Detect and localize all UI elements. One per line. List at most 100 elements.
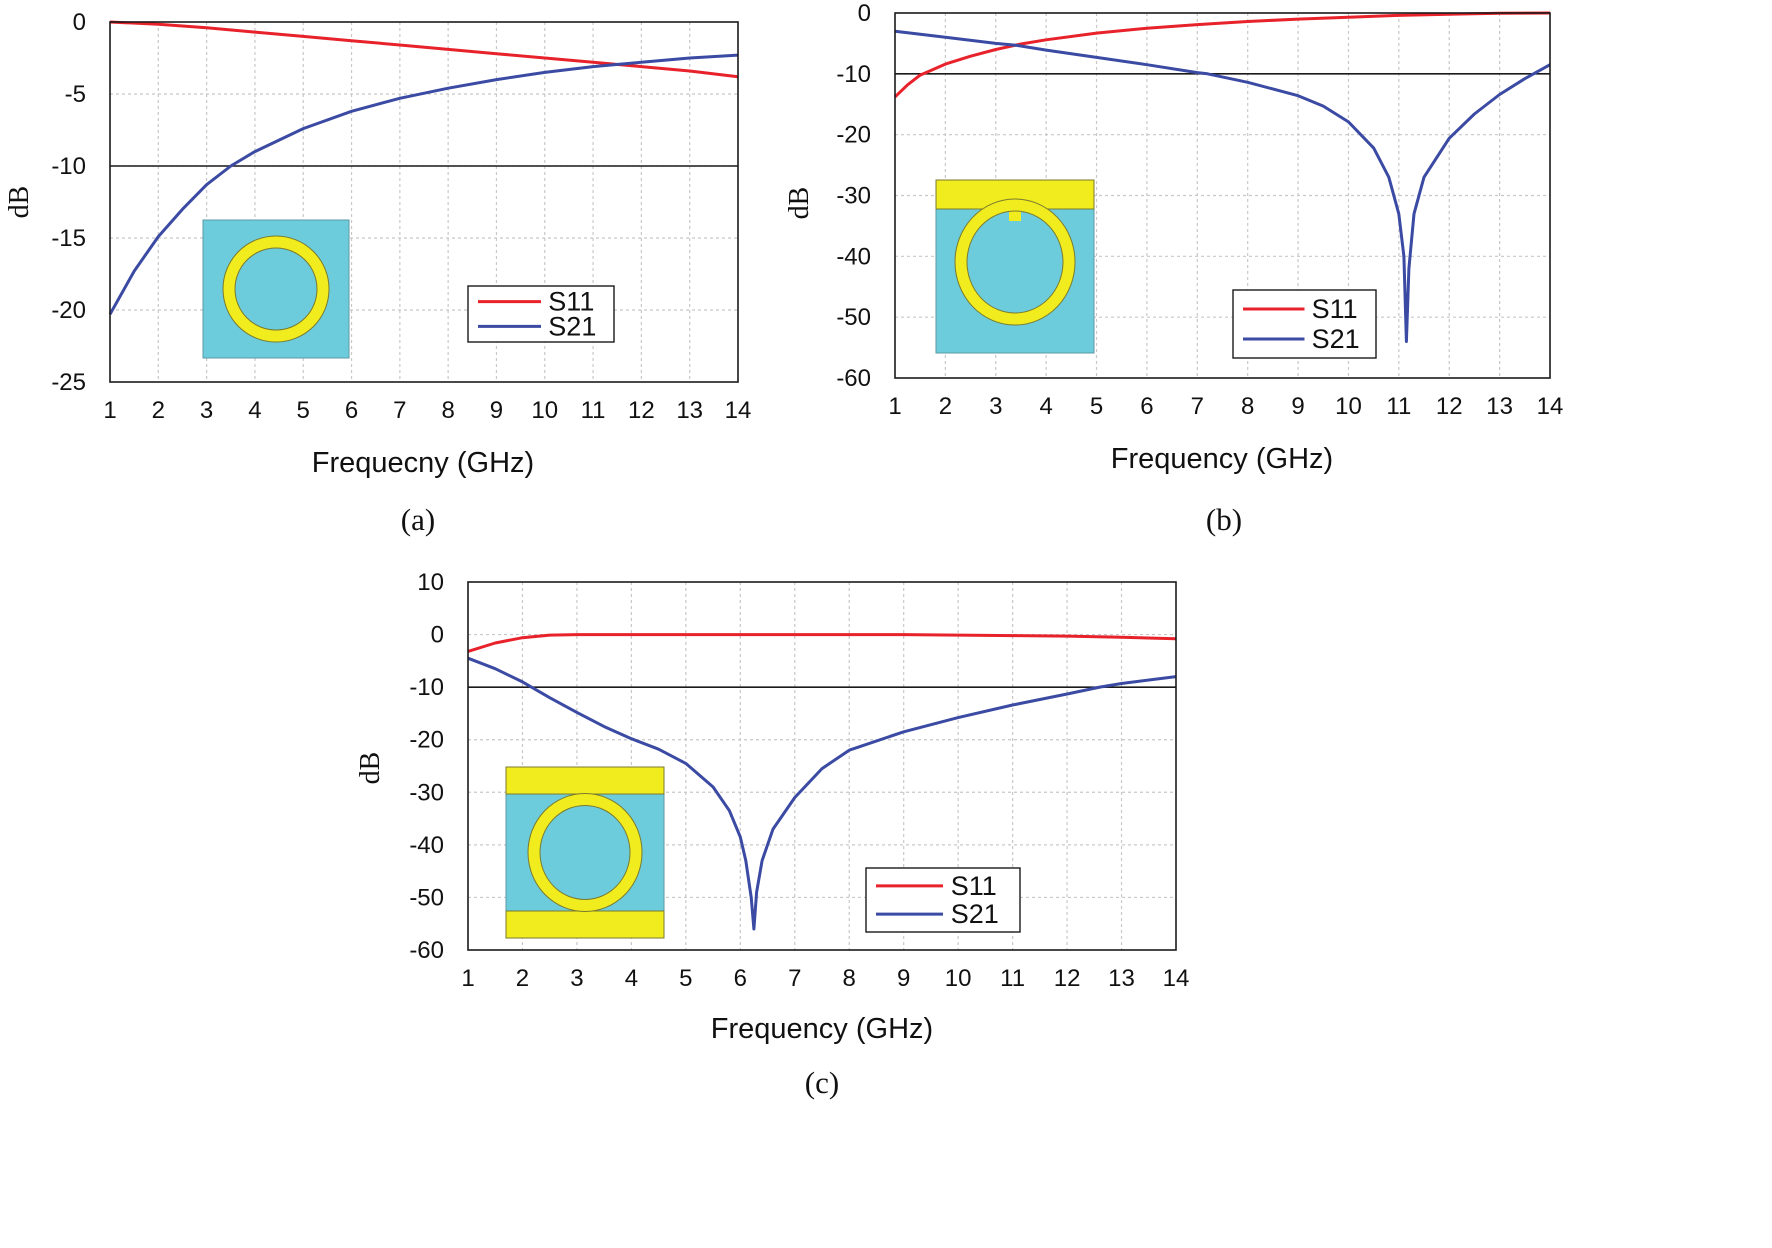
panel-b-y-tick-label: -10 [836, 61, 871, 88]
panel-a-x-tick-label: 4 [248, 397, 261, 424]
panel-c: 1 2 3 4 5 6 7 8 9 10 11 12 13 14100-10-20-30-40-50-60… [355, 569, 1189, 1100]
panel-a-inset-ring [202, 219, 350, 359]
panel-b-series-s21 [894, 29, 1551, 343]
panel-c-x-tick-label: 4 [625, 965, 638, 992]
panel-c-legend-label-s11: S11 [951, 871, 997, 901]
panel-c-y-tick-label: -20 [409, 727, 444, 754]
panel-a-series-s21 [108, 53, 739, 316]
panel-c-series-s21 [467, 656, 1177, 931]
panel-b-y-axis-title: dB [784, 187, 815, 220]
panel-b-x-tick-label: 3 [989, 393, 1002, 420]
panel-b-x-tick-label: 14 [1537, 393, 1564, 420]
panel-a-x-tick-label: 1 [103, 397, 116, 424]
panel-c-y-tick-label: -10 [409, 674, 444, 701]
panel-b-x-tick-label: 8 [1241, 393, 1254, 420]
panel-b-y-tick-label: -60 [836, 365, 871, 392]
panel-b-y-tick-label: -20 [836, 122, 871, 149]
panel-a-x-tick-label: 13 [676, 397, 703, 424]
panel-c-y-tick-label: -30 [409, 779, 444, 806]
panel-a-legend-label-s11: S11 [548, 287, 594, 317]
panel-c-x-tick-label: 14 [1163, 965, 1190, 992]
panel-c-y-tick-label: -40 [409, 832, 444, 859]
panel-c-inset-ring [528, 794, 642, 911]
panel-c-y-tick-label: 10 [417, 569, 444, 596]
panel-c-x-tick-label: 6 [734, 965, 747, 992]
panel-a-y-tick-label: -15 [51, 225, 86, 252]
panel-a-x-tick-label: 7 [393, 397, 406, 424]
panel-a-legend-label-s21: S21 [548, 311, 596, 341]
panel-c-x-tick-label: 13 [1108, 965, 1135, 992]
panel-b-plot-frame [894, 12, 1551, 379]
panel-b-x-tick-label: 11 [1386, 393, 1411, 420]
panel-a-x-tick-label: 2 [152, 397, 165, 424]
panel-a-x-tick-label: 10 [531, 397, 558, 424]
panel-a-x-tick-label: 14 [725, 397, 752, 424]
panel-a-legend-box [467, 285, 615, 343]
panel-a-y-tick-label: 0 [73, 9, 86, 36]
panel-a-x-tick-label: 8 [441, 397, 454, 424]
panel-c-y-tick-label: 0 [431, 622, 444, 649]
panel-a-legend: S11 S21 [467, 285, 615, 343]
panel-a-x-tick-label: 12 [628, 397, 655, 424]
panel-c-x-tick-label: 1 [461, 965, 474, 992]
panel-b-x-tick-label: 12 [1436, 393, 1463, 420]
panel-b-caption: (b) [1206, 502, 1242, 537]
panel-b-legend: S11 S21 [1232, 289, 1377, 359]
panel-b-x-tick-label: 13 [1486, 393, 1513, 420]
panel-c-x-tick-label: 7 [788, 965, 801, 992]
panel-a-y-tick-label: -5 [65, 81, 86, 108]
panel-c-inset-ring-two-strips [505, 766, 665, 939]
panel-b-x-tick-label: 9 [1291, 393, 1304, 420]
panel-b-x-tick-label: 6 [1140, 393, 1153, 420]
panel-c-x-tick-label: 11 [1000, 965, 1025, 992]
panel-c-x-tick-label: 2 [516, 965, 529, 992]
panel-a-x-tick-label: 9 [490, 397, 503, 424]
panel-c-x-tick-label: 8 [843, 965, 856, 992]
panel-a-x-axis-title: Frequecny (GHz) [312, 447, 534, 479]
panel-a-y-tick-label: -10 [51, 153, 86, 180]
panel-a-x-tick-label: 3 [200, 397, 213, 424]
panel-b-x-axis-title: Frequency (GHz) [1111, 443, 1333, 475]
panel-c-y-tick-label: -50 [409, 884, 444, 911]
panel-c-legend-label-s21: S21 [951, 899, 999, 929]
panel-a-caption: (a) [401, 502, 435, 537]
panel-b-x-tick-label: 7 [1191, 393, 1204, 420]
panel-a-plot-frame [109, 21, 739, 383]
panel-c-x-tick-label: 3 [570, 965, 583, 992]
panel-c-y-axis-title: dB [355, 752, 386, 785]
panel-b-legend-label-s21: S21 [1312, 324, 1360, 354]
panel-c-legend-box [865, 867, 1021, 933]
panel-c-plot-frame [467, 581, 1177, 951]
panel-b-inset-ring-top-strip [935, 179, 1095, 354]
panel-c-y-tick-label: -60 [409, 937, 444, 964]
panel-c-x-tick-label: 5 [679, 965, 692, 992]
panel-c-legend: S11 S21 [865, 867, 1021, 933]
panel-c-inset-bottom-strip [505, 910, 665, 939]
panel-a-x-tick-label: 11 [581, 397, 606, 424]
panel-b-inset-ring [955, 199, 1075, 325]
panel-c-x-tick-label: 10 [945, 965, 972, 992]
panel-b-y-tick-label: -40 [836, 243, 871, 270]
panel-c-series-s11 [467, 633, 1177, 653]
panel-c-caption: (c) [805, 1065, 839, 1100]
panel-b-legend-label-s11: S11 [1312, 294, 1358, 324]
panel-a-y-axis-title: dB [4, 186, 35, 219]
panel-b-x-tick-label: 10 [1335, 393, 1362, 420]
panel-b-x-tick-label: 4 [1039, 393, 1052, 420]
panel-b-legend-box [1232, 289, 1377, 359]
panel-a-series-s11 [109, 20, 739, 79]
panel-b-y-tick-label: -30 [836, 183, 871, 210]
panel-b-series-s11 [893, 11, 1551, 98]
panel-c-x-axis-title: Frequency (GHz) [711, 1013, 933, 1045]
panel-c-inset-top-strip [505, 766, 665, 795]
panel-a: 1 2 3 4 5 6 7 8 9 10 11 12 13 140-5-10-15-20-25 S11 S… [4, 9, 751, 537]
panel-a-inset-ring [223, 236, 329, 342]
panel-b-x-tick-label: 2 [939, 393, 952, 420]
panel-b: 1 2 3 4 5 6 7 8 9 10 11 12 13 140-10-20-30-40-50-60 S… [784, 0, 1563, 537]
panel-b-x-tick-label: 1 [888, 393, 901, 420]
panel-b-y-tick-label: 0 [858, 0, 871, 27]
panel-b-y-tick-label: -50 [836, 304, 871, 331]
panel-a-x-tick-label: 6 [345, 397, 358, 424]
panel-a-y-tick-label: -25 [51, 369, 86, 396]
